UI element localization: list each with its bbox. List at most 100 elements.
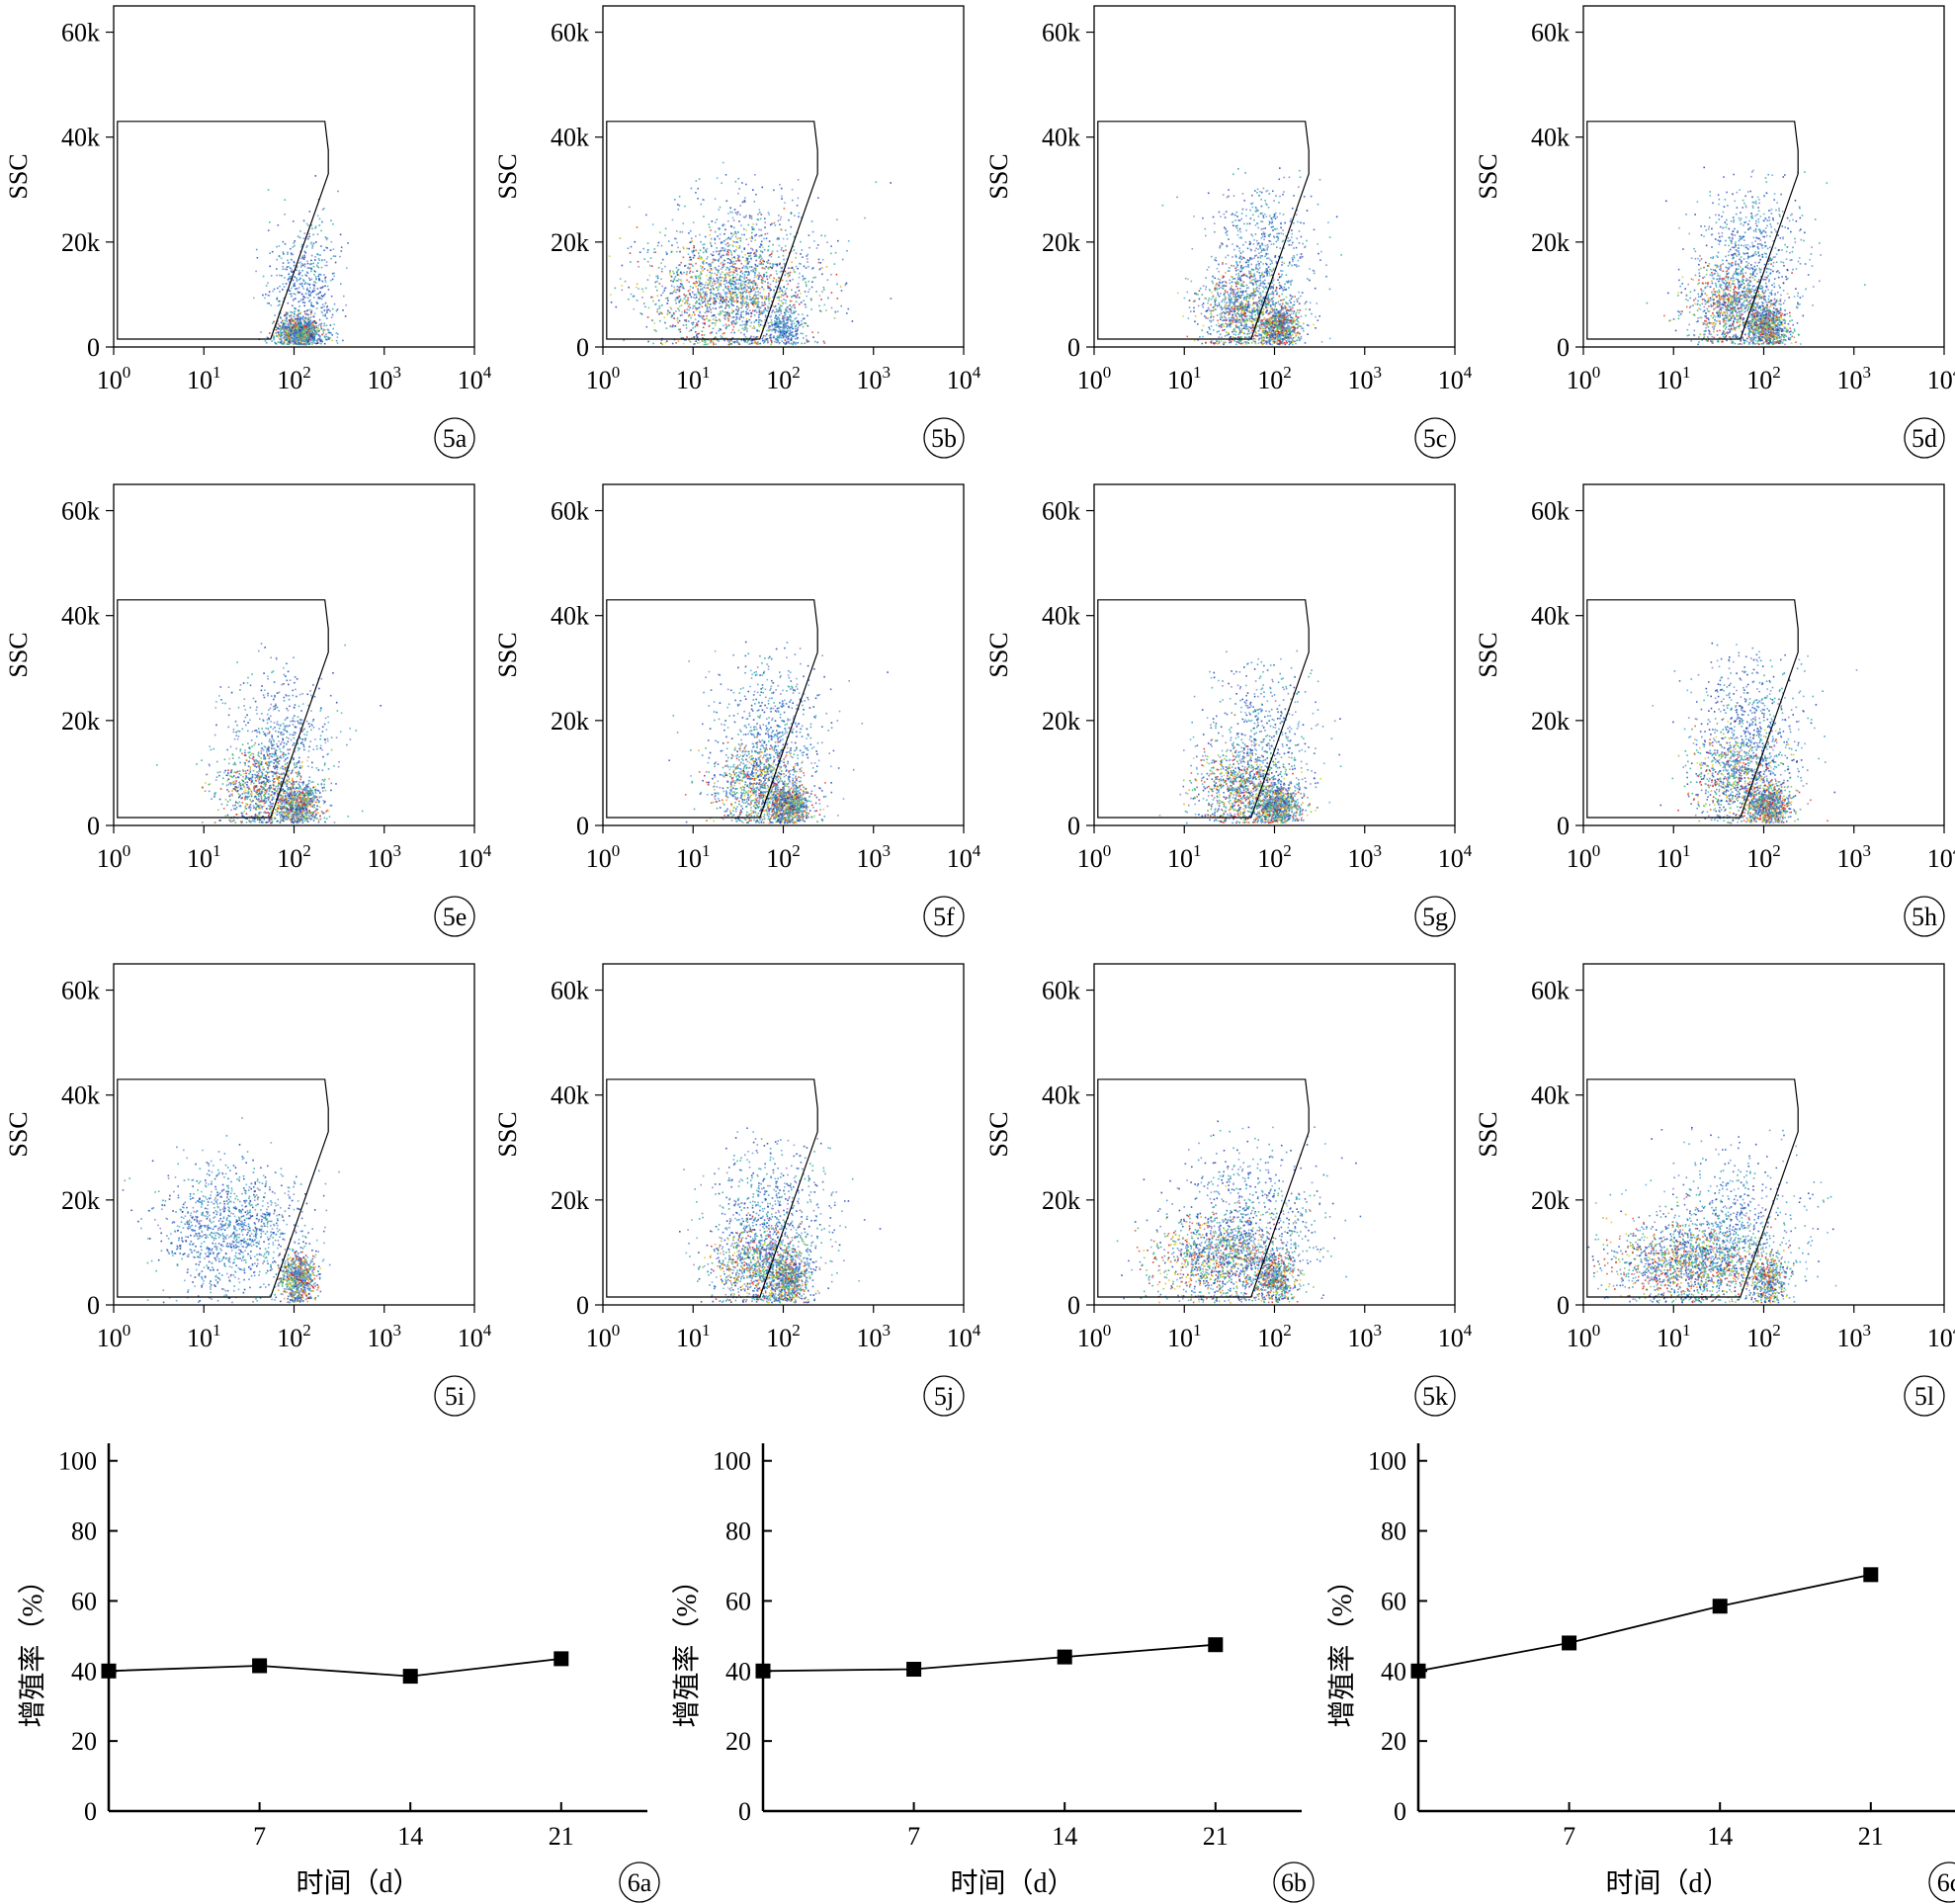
- scatter-point: [279, 286, 281, 288]
- scatter-point: [272, 251, 274, 253]
- scatter-point: [274, 314, 276, 316]
- scatter-point: [293, 344, 295, 346]
- scatter-point: [297, 318, 298, 320]
- scatter-point: [319, 254, 321, 256]
- scatter-point: [295, 334, 297, 336]
- scatter-point: [302, 320, 304, 322]
- scatter-point: [301, 327, 303, 329]
- scatter-point: [320, 230, 322, 232]
- scatter-point: [300, 299, 302, 301]
- scatter-point: [293, 246, 295, 248]
- scatter-point: [309, 309, 311, 311]
- scatter-point: [310, 342, 312, 344]
- scatter-point: [269, 252, 271, 254]
- scatter-point: [331, 296, 333, 298]
- scatter-point: [288, 323, 290, 325]
- scatter-point: [298, 339, 299, 341]
- scatter-point: [289, 327, 291, 329]
- scatter-point: [310, 322, 312, 324]
- scatter-point: [314, 334, 316, 336]
- scatter-point: [294, 310, 296, 312]
- scatter-point: [311, 344, 313, 346]
- scatter-point: [298, 309, 299, 311]
- scatter-point: [292, 338, 294, 340]
- scatter-point: [308, 336, 310, 338]
- scatter-point: [299, 316, 301, 318]
- scatter-point: [281, 275, 283, 277]
- scatter-point: [264, 298, 266, 300]
- scatter-point: [336, 332, 338, 334]
- scatter-point: [275, 332, 277, 334]
- scatter-point: [269, 291, 271, 293]
- scatter-point: [289, 325, 291, 327]
- scatter-point: [263, 276, 265, 278]
- scatter-point: [335, 255, 337, 257]
- scatter-point: [316, 307, 318, 309]
- scatter-point: [312, 291, 314, 293]
- scatter-point: [313, 340, 315, 342]
- scatter-point: [296, 323, 298, 325]
- scatter-point: [273, 321, 275, 323]
- scatter-point: [267, 283, 269, 285]
- scatter-point: [317, 328, 319, 330]
- scatter-point: [331, 241, 333, 243]
- scatter-point: [269, 332, 271, 334]
- scatter-point: [303, 323, 305, 325]
- scatter-point: [300, 326, 302, 328]
- scatter-point: [299, 237, 301, 239]
- scatter-point: [323, 325, 325, 327]
- scatter-point: [283, 330, 285, 332]
- scatter-point: [312, 334, 314, 336]
- scatter-point: [280, 328, 282, 330]
- scatter-point: [332, 314, 334, 316]
- scatter-point: [272, 291, 274, 293]
- scatter-point: [293, 286, 295, 288]
- scatter-point: [285, 243, 287, 245]
- scatter-point: [319, 292, 321, 294]
- scatter-point: [294, 242, 296, 244]
- scatter-point: [304, 334, 306, 336]
- scatter-point: [297, 279, 298, 281]
- scatter-point: [284, 286, 286, 288]
- scatter-point: [286, 343, 288, 345]
- scatter-point: [276, 299, 278, 301]
- scatter-point: [288, 274, 290, 276]
- scatter-point: [330, 249, 332, 251]
- scatter-point: [298, 316, 299, 318]
- scatter-point: [329, 332, 331, 334]
- scatter-point: [279, 331, 281, 333]
- scatter-point: [296, 326, 298, 328]
- scatter-point: [326, 325, 328, 327]
- scatter-point: [332, 223, 334, 225]
- scatter-point: [283, 328, 285, 330]
- scatter-point: [280, 336, 282, 338]
- scatter-point: [289, 341, 291, 343]
- scatter-point: [283, 334, 285, 336]
- scatter-point: [279, 245, 281, 247]
- scatter-point: [294, 329, 296, 331]
- scatter-point: [286, 317, 288, 319]
- scatter-point: [298, 330, 299, 332]
- scatter-point: [312, 342, 314, 344]
- scatter-point: [324, 323, 326, 325]
- scatter-point: [278, 323, 280, 325]
- scatter-point: [298, 327, 300, 329]
- scatter-point: [283, 241, 285, 243]
- scatter-point: [276, 335, 278, 337]
- scatter-point: [310, 330, 312, 332]
- scatter-point: [320, 325, 322, 327]
- scatter-point: [332, 328, 334, 330]
- scatter-point: [281, 332, 283, 334]
- scatter-point: [299, 311, 301, 313]
- scatter-point: [308, 317, 310, 319]
- scatter-point: [308, 278, 310, 280]
- scatter-point: [337, 336, 339, 338]
- scatter-point: [279, 325, 281, 327]
- scatter-point: [317, 334, 319, 336]
- scatter-point: [281, 322, 283, 324]
- scatter-point: [297, 281, 298, 283]
- scatter-point: [305, 336, 307, 338]
- scatter-point: [306, 288, 308, 290]
- scatter-point: [276, 259, 278, 261]
- scatter-point: [271, 340, 273, 342]
